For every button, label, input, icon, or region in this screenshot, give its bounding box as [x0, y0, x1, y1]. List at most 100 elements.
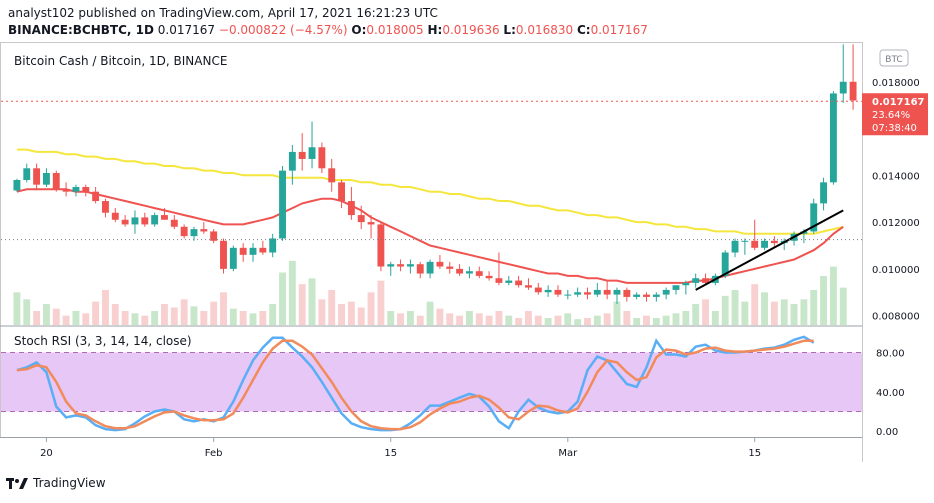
candle-body — [829, 93, 837, 183]
candle-body — [220, 240, 227, 269]
volume-bar — [92, 301, 100, 325]
stoch-band — [1, 352, 862, 412]
volume-bar — [810, 290, 818, 325]
candle-body — [652, 294, 660, 297]
volume-bar — [485, 315, 493, 325]
candle-body — [151, 215, 159, 225]
trend-line — [695, 209, 844, 291]
volume-bar — [161, 304, 168, 325]
candle-body — [269, 238, 277, 253]
candle-body — [72, 187, 80, 192]
high-value: 0.019636 — [442, 23, 500, 37]
candle-body — [13, 179, 21, 191]
stoch-tick-label: 40.00 — [876, 388, 905, 399]
volume-bar — [338, 304, 345, 325]
volume-bar — [702, 299, 709, 325]
stoch-k-line — [16, 335, 815, 432]
open-value: 0.018005 — [366, 23, 424, 37]
volume-bar — [564, 313, 572, 325]
stoch-d-line — [16, 339, 814, 431]
volume-bar — [259, 311, 267, 325]
volume-bar — [505, 315, 513, 325]
candle-body — [33, 168, 41, 185]
price-change: −0.000822 (−4.57%) — [218, 23, 348, 37]
candle-body — [672, 285, 680, 290]
low-label: L: — [503, 23, 516, 37]
candle-body — [446, 266, 454, 269]
volume-bar — [111, 304, 119, 325]
last-price: 0.017167 — [157, 23, 216, 37]
candle-body — [92, 191, 100, 202]
volume-bar — [52, 308, 60, 325]
volume-bar — [456, 315, 464, 325]
candle-body — [52, 172, 60, 190]
volume-bar — [239, 311, 247, 325]
price-chart[interactable]: 0.018000 0.014000 0.012000 0.010000 0.008000… — [0, 0, 934, 470]
candle-body — [525, 285, 532, 288]
candle-body — [436, 261, 444, 267]
candle-body — [328, 168, 336, 183]
candle-body — [584, 292, 591, 295]
candle-body — [593, 289, 601, 295]
volume-bar — [170, 307, 178, 325]
candle-body — [111, 212, 119, 220]
candle-body — [731, 240, 739, 253]
price-tick-label: 0.014000 — [872, 171, 920, 182]
candle-body — [721, 252, 729, 276]
tradingview-footer[interactable]: TradingView — [6, 476, 106, 490]
candle-body — [397, 264, 405, 267]
volume-bar — [180, 299, 188, 325]
volume-bar — [554, 315, 562, 325]
x-tick-label: Mar — [558, 448, 578, 459]
volume-bar — [249, 313, 257, 325]
candle-body — [229, 247, 237, 269]
candle-body — [121, 219, 129, 225]
volume-bar — [652, 318, 660, 325]
candle-body — [682, 282, 690, 286]
candle-body — [279, 170, 286, 239]
volume-bar — [357, 307, 365, 325]
volume-bar — [643, 315, 650, 325]
candle-body — [347, 201, 355, 216]
candle-body — [82, 187, 90, 192]
candle-body — [751, 240, 759, 248]
candle-body — [42, 172, 50, 185]
volume-bar — [406, 311, 414, 325]
volume-bar — [662, 315, 670, 325]
volume-bar — [780, 299, 788, 325]
volume-bar — [475, 313, 483, 325]
volume-bar — [613, 301, 621, 325]
candle-body — [702, 278, 709, 283]
candle-body — [810, 203, 818, 232]
low-value: 0.016830 — [515, 23, 574, 37]
x-tick-label: 15 — [748, 448, 761, 459]
volume-bar — [200, 311, 208, 325]
volume-bar — [377, 280, 385, 325]
candle-body — [298, 151, 306, 159]
stoch-tick-label: 0.00 — [876, 427, 898, 438]
candle-body — [643, 294, 650, 297]
candle-body — [761, 240, 768, 248]
volume-bar — [141, 315, 149, 325]
candle-body — [574, 292, 582, 295]
tradingview-logo-icon — [6, 476, 28, 490]
high-label: H: — [427, 23, 443, 37]
volume-bar — [72, 311, 80, 325]
candle-body — [426, 261, 434, 274]
volume-bar — [426, 301, 434, 325]
volume-bar — [446, 313, 454, 325]
candle-body — [406, 264, 414, 267]
currency-badge — [879, 49, 909, 67]
x-tick-label: 20 — [40, 448, 53, 459]
volume-bar — [62, 315, 70, 325]
ma-slow-line — [16, 148, 844, 235]
stoch-tick-label: 80.00 — [876, 349, 905, 360]
last-price-tag-value: 0.017167 — [872, 97, 925, 108]
volume-bar — [42, 304, 50, 325]
candle-body — [190, 229, 198, 237]
volume-bar — [279, 272, 286, 325]
volume-bar — [820, 276, 828, 325]
candle-body — [62, 189, 70, 192]
candle-body — [770, 240, 778, 244]
volume-bar — [534, 315, 542, 325]
